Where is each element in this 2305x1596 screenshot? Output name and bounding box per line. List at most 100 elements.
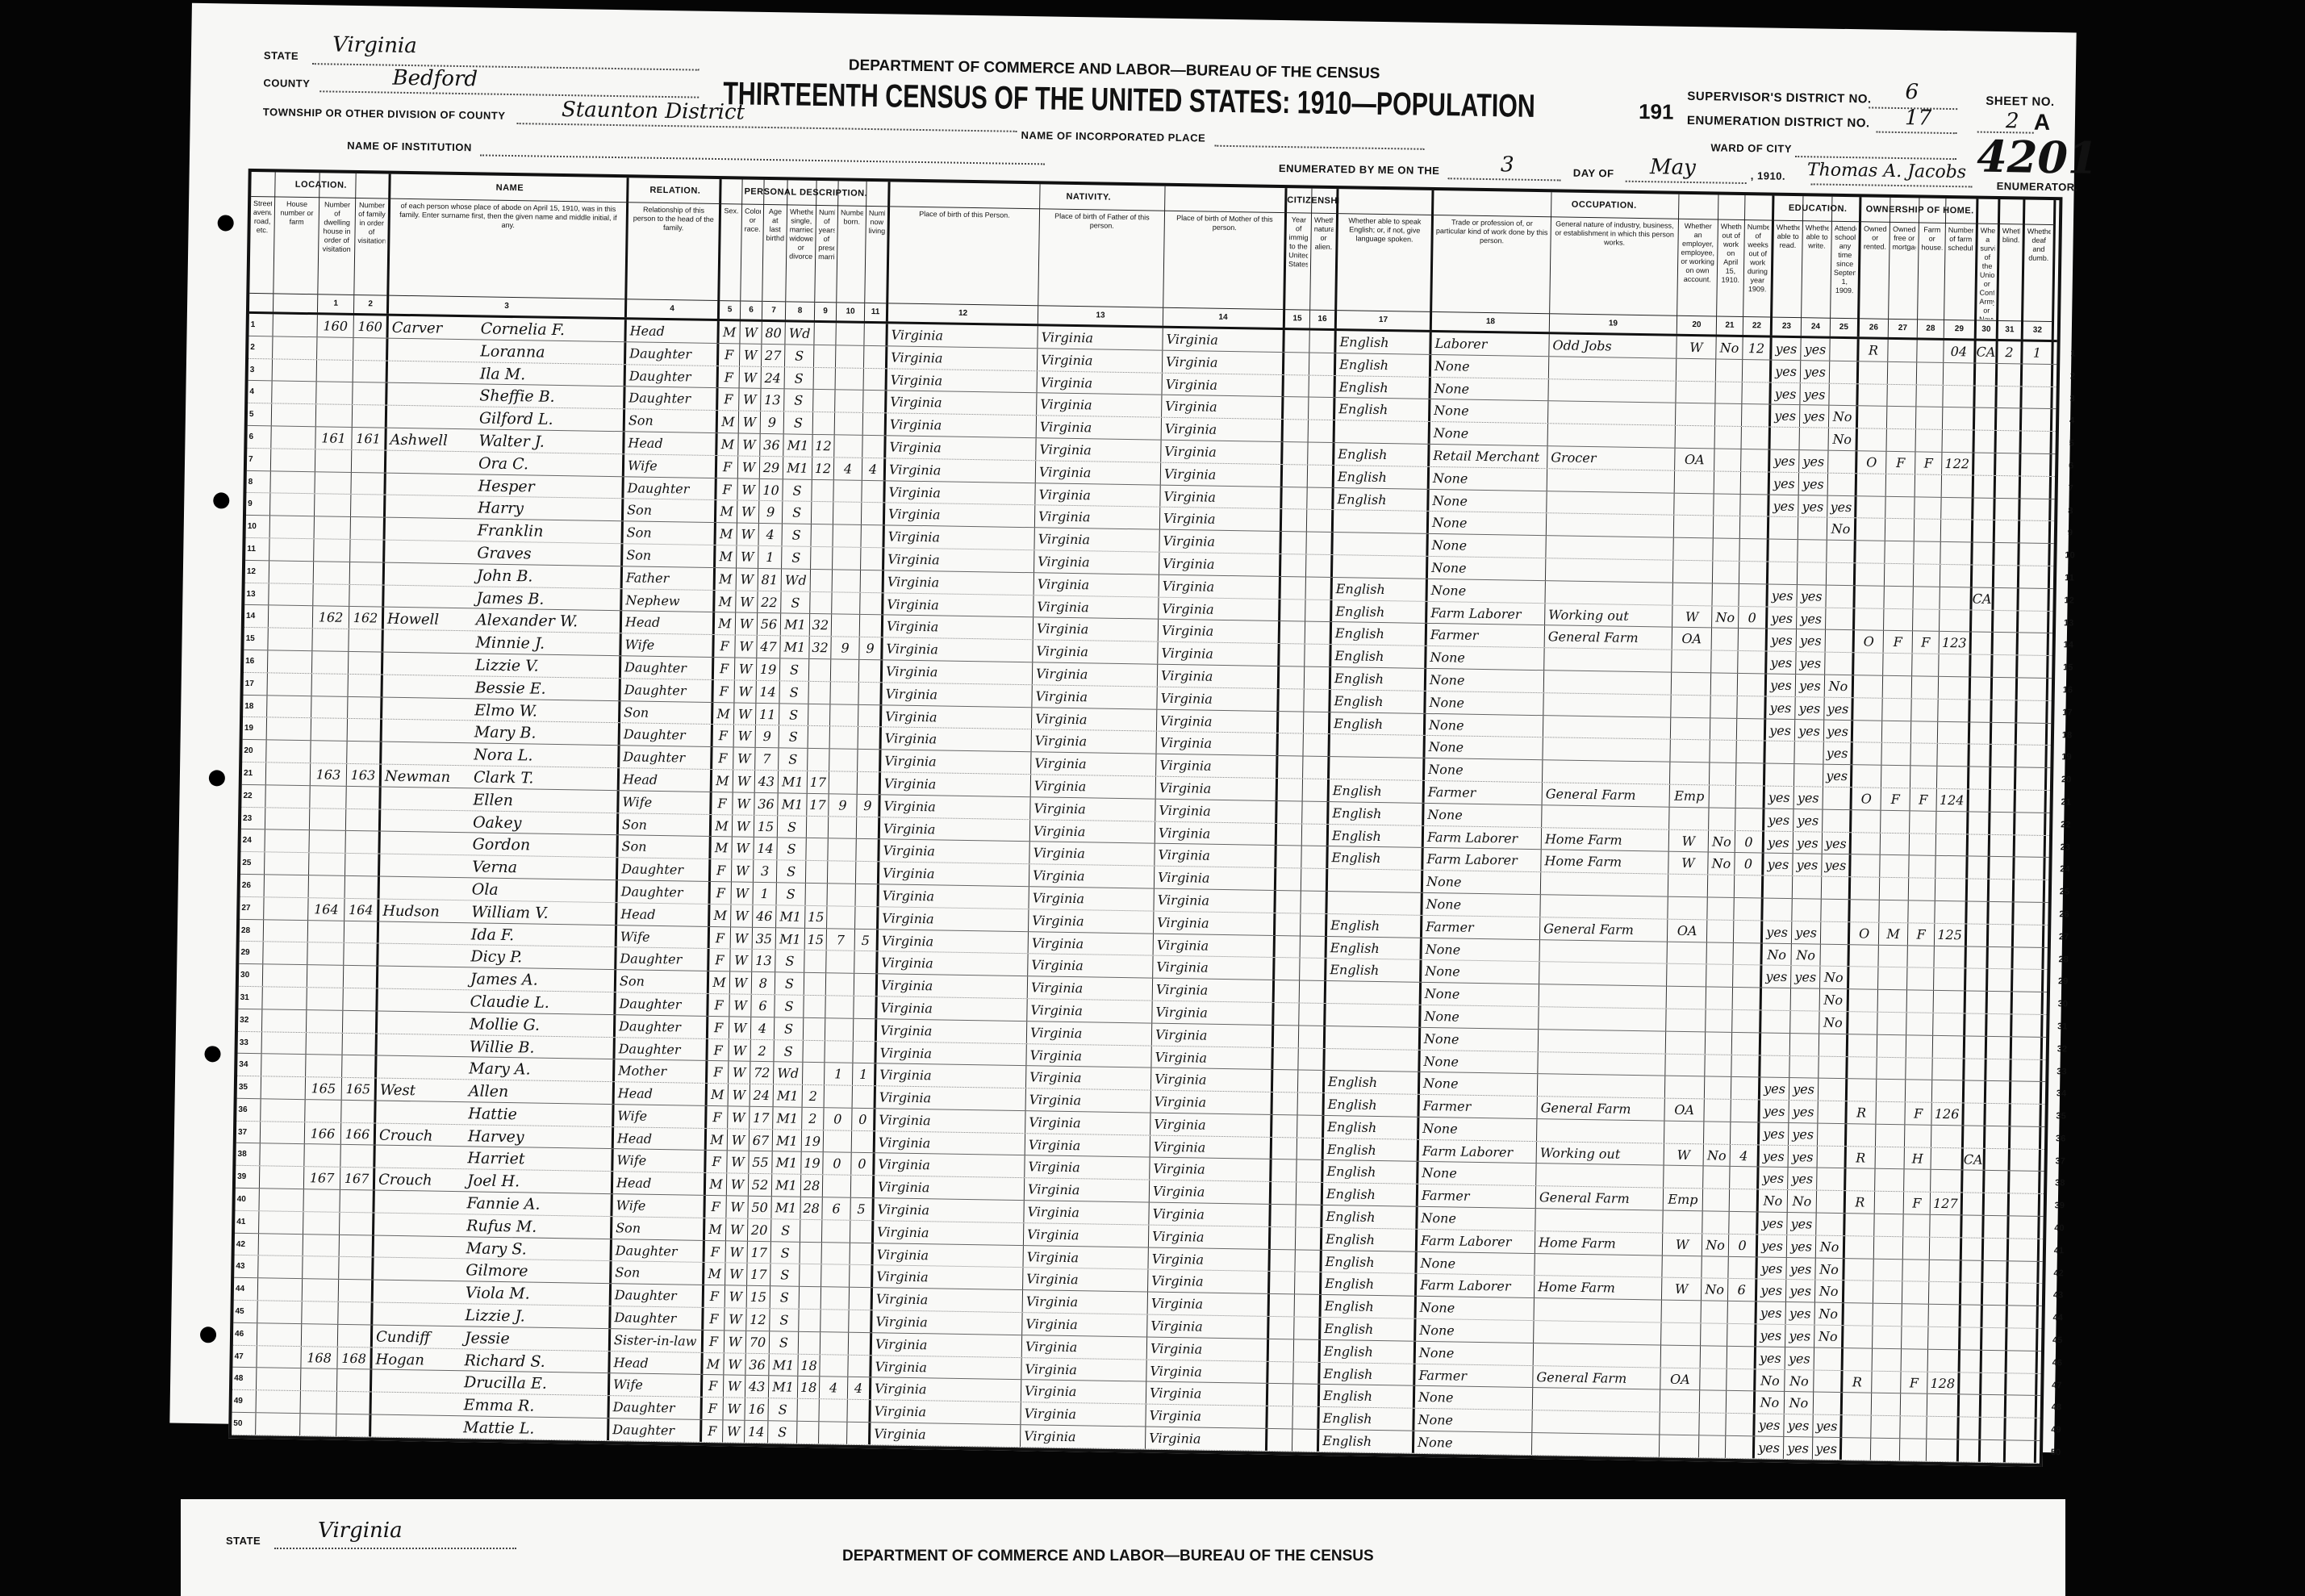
cell-years-married <box>800 1264 822 1287</box>
cell-children-born <box>833 547 862 570</box>
cell-family <box>349 629 384 652</box>
cell-immigration-year <box>1271 1182 1297 1205</box>
cell-age: 46 <box>753 905 777 927</box>
out-of-work-value: No <box>1706 1147 1727 1164</box>
sex-value: F <box>708 1333 719 1350</box>
cell-children-born <box>827 905 856 929</box>
birthplace-value: Virginia <box>875 1314 928 1331</box>
cell-school: No <box>1828 406 1859 428</box>
cell-blind <box>1981 1418 2006 1440</box>
cell-father-birthplace: Virginia <box>1036 416 1163 440</box>
cell-children-born <box>835 367 864 391</box>
birthplace-value: Virginia <box>883 842 936 859</box>
cell-write: No <box>1784 1392 1814 1414</box>
age-value: 24 <box>764 370 782 386</box>
read-value: yes <box>1767 856 1789 873</box>
father-birthplace-value: Virginia <box>1025 1316 1078 1333</box>
read-value: No <box>1767 946 1787 963</box>
enumeration-district: 17 <box>1904 106 1932 131</box>
line-number: 28 <box>240 925 251 935</box>
cell-name: Cundiff Jessie <box>372 1325 612 1351</box>
cell-birthplace: Virginia <box>876 1041 1027 1066</box>
cell-weeks-out <box>1739 561 1769 584</box>
weeks-out-value: 12 <box>1748 341 1765 357</box>
read-value: yes <box>1763 1103 1785 1120</box>
school-value: No <box>1819 1239 1839 1255</box>
cell-children-living <box>855 884 879 906</box>
sex-value: F <box>719 683 729 700</box>
cell-blind <box>1994 565 2020 588</box>
cell-read: yes <box>1754 1436 1785 1459</box>
cell-naturalized <box>1295 1250 1322 1272</box>
cell-marital: Wd <box>774 1062 804 1084</box>
cell-dwelling <box>301 1323 339 1347</box>
cell-farm: F <box>1903 1192 1931 1214</box>
cell-color: W <box>724 1352 746 1376</box>
occupation-value: None <box>1422 1076 1459 1092</box>
occupation-value: Laborer <box>1434 336 1488 353</box>
cell-street: 39 <box>235 1166 261 1189</box>
cell-mother-birthplace: Virginia <box>1150 1158 1272 1182</box>
cell-house <box>262 987 307 1009</box>
cell-birthplace: Virginia <box>873 1221 1025 1245</box>
cell-immigration-year <box>1278 711 1305 733</box>
cell-relation: Daughter <box>625 386 719 411</box>
cell-birthplace: Virginia <box>871 1333 1023 1357</box>
surname <box>378 1162 467 1164</box>
cell-out-of-work: No <box>1708 829 1736 853</box>
cell-color: W <box>735 612 758 636</box>
cell-write: yes <box>1788 1122 1819 1146</box>
sex-value: F <box>711 1199 720 1215</box>
punch-hole <box>199 1327 217 1343</box>
children-living-value: 0 <box>858 1111 867 1127</box>
cell-house <box>257 1345 302 1368</box>
color-value: W <box>737 728 752 745</box>
cell-immigration-year <box>1271 1205 1297 1227</box>
cell-employer <box>1668 874 1709 897</box>
right-line-number: 50 <box>2050 1448 2061 1458</box>
sex-value: M <box>708 1266 722 1282</box>
cell-write: yes <box>1795 696 1825 720</box>
family-value: 160 <box>357 319 383 335</box>
cell-language: English <box>1332 600 1428 624</box>
write-value: yes <box>1800 587 1823 604</box>
day-line <box>1447 178 1561 182</box>
cell-read: No <box>1762 943 1792 966</box>
cell-free <box>1886 407 1917 429</box>
line-number: 15 <box>245 634 255 644</box>
right-line-number: 8 <box>2068 505 2073 516</box>
veteran-value: CA <box>1976 344 1996 360</box>
cell-farm <box>1917 340 1944 362</box>
mother-birthplace-value: Virginia <box>1151 1273 1204 1290</box>
cell-naturalized <box>1297 1093 1325 1115</box>
occupation-value: Retail Merchant <box>1433 447 1540 466</box>
cell-veteran <box>1973 542 1995 565</box>
cell-children-born: 0 <box>823 1152 852 1176</box>
cell-farm: F <box>1910 788 1937 811</box>
cell-mother-birthplace: Virginia <box>1149 1180 1272 1205</box>
years-married-value: 2 <box>808 1088 818 1105</box>
cell-write: yes <box>1800 382 1830 406</box>
cell-age: 81 <box>758 568 783 591</box>
industry-value: Home Farm <box>1538 1279 1616 1297</box>
cell-color: W <box>739 366 762 389</box>
right-line-number: 25 <box>2059 887 2070 897</box>
state-line <box>311 63 699 71</box>
cell-deaf <box>2014 902 2045 925</box>
cell-school: No <box>1815 1235 1846 1258</box>
cell-father-birthplace: Virginia <box>1021 1335 1148 1360</box>
cell-free <box>1879 877 1910 900</box>
cell-read: yes <box>1756 1347 1786 1369</box>
cell-children-living <box>848 1355 872 1377</box>
age-value: 1 <box>766 549 775 566</box>
cell-immigration-year <box>1267 1384 1294 1406</box>
right-line-number: 45 <box>2052 1335 2063 1346</box>
age-value: 22 <box>761 594 778 610</box>
cell-own <box>1843 1347 1873 1371</box>
cell-own <box>1850 877 1881 900</box>
age-value: 11 <box>758 706 776 722</box>
children-born-value: 0 <box>833 1111 842 1127</box>
cell-marital: S <box>776 860 807 883</box>
cell-weeks-out <box>1737 696 1767 719</box>
surname <box>384 848 473 850</box>
